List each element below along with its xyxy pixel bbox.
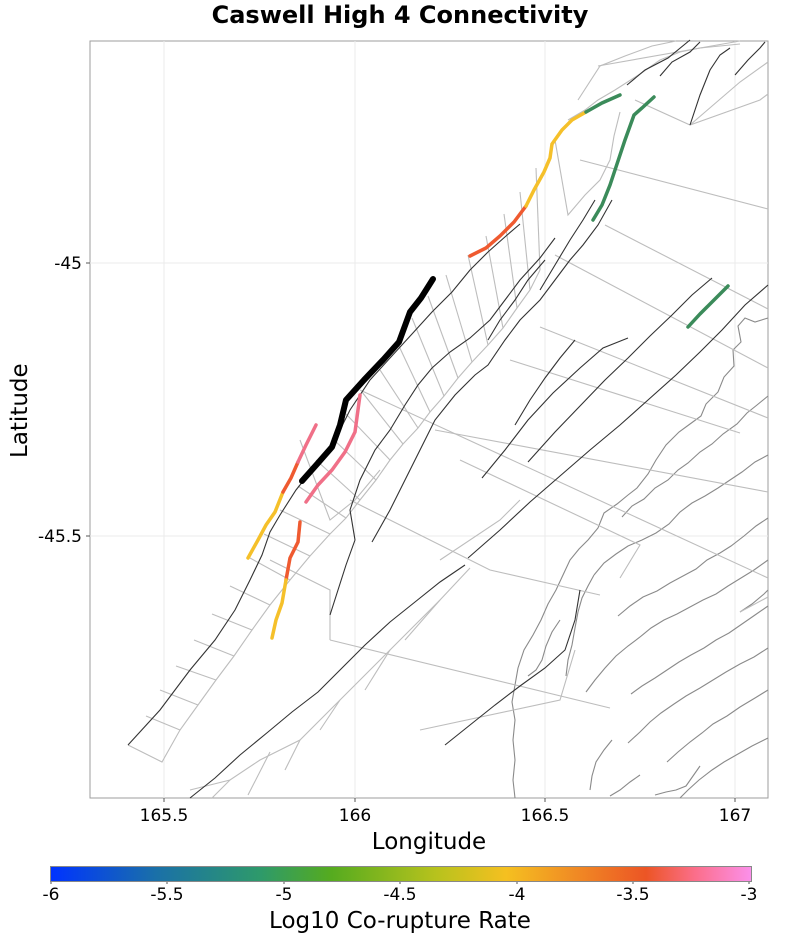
colorbar-tick-label: -4.5 [383,885,417,905]
y-tick-label: -45 [54,254,82,274]
x-axis-label: Longitude [371,829,487,855]
selected-fault-caswell-high-4 [299,276,436,484]
rupture-section-green-3 [686,284,730,329]
axis-ticks [86,262,736,802]
rupture-section-green-2 [591,95,656,222]
colorbar-tick-label: -6 [42,885,60,905]
rupture-section-orange-2 [284,520,302,582]
colorbar-tick-label: -5 [275,885,293,905]
rupture-section-pink-2 [304,393,362,504]
corupture-sections [246,93,730,640]
x-tick-label: 167 [718,806,752,826]
colorbar-tick-label: -3 [740,885,758,905]
x-tick-label: 165.5 [139,806,189,826]
rupture-section-yellow-2 [270,578,288,640]
rupture-section-yellow-3 [524,110,588,208]
colorbar-tick-label: -3.5 [616,885,650,905]
colorbar [50,866,752,882]
rupture-section-yellow-1 [246,490,285,560]
rupture-section-green-1 [584,93,622,114]
colorbar-tick-label: -4 [508,885,526,905]
coastline [511,317,769,799]
fault-traces [127,39,769,799]
colorbar-label: Log10 Co-rupture Rate [269,908,531,934]
x-tick-label: 166 [338,806,372,826]
rupture-section-orange-3 [468,204,528,258]
x-tick-label: 166.5 [520,806,570,826]
colorbar-tick-label: -5.5 [150,885,184,905]
y-tick-label: -45.5 [38,527,82,547]
rupture-section-orange-1 [281,460,300,494]
chart-title: Caswell High 4 Connectivity [211,1,589,29]
rupture-section-pink-1 [296,423,318,464]
y-axis-label: Latitude [7,363,33,458]
plot-area [89,40,769,799]
